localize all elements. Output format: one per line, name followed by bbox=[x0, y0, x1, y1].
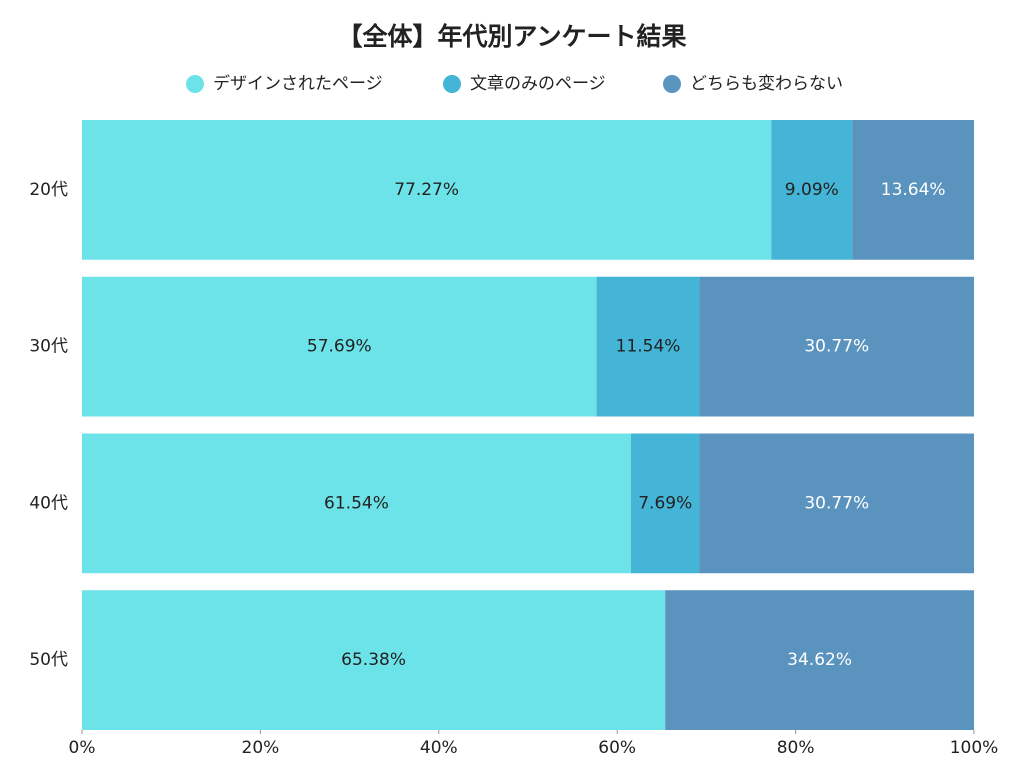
x-tick-label: 20% bbox=[242, 738, 280, 758]
y-tick-label: 20代 bbox=[29, 180, 68, 200]
data-label: 65.38% bbox=[341, 650, 406, 670]
bar-segment bbox=[82, 590, 666, 730]
bar-segment bbox=[82, 276, 597, 417]
data-label: 61.54% bbox=[324, 493, 389, 513]
data-label: 13.64% bbox=[881, 180, 946, 200]
data-label: 34.62% bbox=[787, 650, 852, 670]
bar-segment bbox=[699, 276, 974, 417]
legend-swatch bbox=[443, 75, 461, 93]
legend-label: どちらも変わらない bbox=[690, 74, 843, 94]
data-label: 11.54% bbox=[616, 337, 681, 357]
legend-label: 文章のみのページ bbox=[470, 74, 606, 94]
data-label: 30.77% bbox=[804, 493, 869, 513]
y-tick-label: 40代 bbox=[29, 493, 68, 513]
chart-title: 【全体】年代別アンケート結果 bbox=[337, 22, 686, 51]
data-label: 7.69% bbox=[638, 493, 692, 513]
bar-segment bbox=[630, 433, 700, 574]
data-label: 30.77% bbox=[804, 337, 869, 357]
bar-segment bbox=[665, 590, 974, 730]
legend-swatch bbox=[186, 75, 204, 93]
bar-segment bbox=[82, 433, 631, 574]
bar-segment bbox=[771, 120, 853, 260]
x-tick-label: 100% bbox=[950, 738, 999, 758]
legend-swatch bbox=[663, 75, 681, 93]
legend-label: デザインされたページ bbox=[213, 73, 383, 94]
data-label: 9.09% bbox=[785, 180, 839, 200]
bar-segment bbox=[596, 276, 700, 417]
bar-segment bbox=[82, 120, 772, 260]
data-label: 57.69% bbox=[307, 337, 372, 357]
x-tick-label: 40% bbox=[420, 738, 458, 758]
x-tick-label: 80% bbox=[777, 738, 815, 758]
x-tick-label: 60% bbox=[598, 738, 636, 758]
y-tick-label: 50代 bbox=[29, 650, 68, 670]
y-tick-label: 30代 bbox=[29, 337, 68, 357]
bar-segment bbox=[699, 433, 974, 574]
x-tick-label: 0% bbox=[69, 738, 96, 758]
data-label: 77.27% bbox=[394, 180, 459, 200]
bar-segment bbox=[852, 120, 974, 260]
